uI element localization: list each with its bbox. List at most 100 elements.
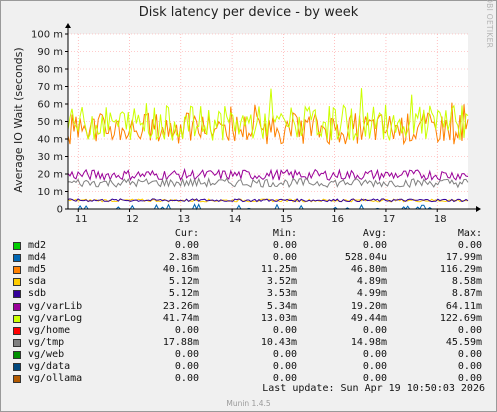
legend-avg: 528.04u — [344, 252, 387, 264]
legend-header: Cur: Min: Avg: Max: — [13, 228, 493, 240]
legend-max: 8.87m — [451, 288, 482, 300]
x-tick-label: 14 — [229, 214, 242, 225]
legend-name: vg/tmp — [28, 336, 65, 348]
chart-plot: 0 10 m 20 m 30 m 40 m 50 m 60 m 70 m 80 m 90 m 100… — [31, 23, 481, 225]
legend-row-md5: md5 40.16m 11.25m 46.80m 116.29m — [13, 264, 493, 276]
legend-name: vg/home — [28, 324, 71, 336]
legend-swatch — [13, 338, 21, 347]
x-axis-arrow — [476, 206, 481, 212]
legend-max: 8.58m — [451, 276, 482, 288]
legend-swatch — [13, 278, 21, 287]
legend-name: vg/data — [28, 361, 71, 373]
legend-min: 10.43m — [260, 336, 297, 348]
legend-min: 0.00 — [272, 361, 297, 373]
legend-swatch — [13, 326, 21, 335]
x-tick-label: 16 — [331, 214, 344, 225]
legend-min: 0.00 — [272, 348, 297, 360]
legend-cur: 0.00 — [174, 361, 199, 373]
legend-cur: 23.26m — [162, 300, 199, 312]
series-line-vg-varLog — [67, 88, 469, 141]
legend-cur: 17.88m — [162, 336, 199, 348]
legend-avg: 0.00 — [362, 348, 387, 360]
legend-cur: 0.00 — [174, 373, 199, 385]
series-line-md5 — [67, 102, 469, 146]
legend-cur: 5.12m — [168, 288, 199, 300]
y-tick-label: 70 m — [37, 82, 63, 93]
legend-min: 11.25m — [260, 264, 297, 276]
chart-title: Disk latency per device - by week — [138, 5, 359, 20]
legend-avg: 14.98m — [350, 336, 387, 348]
legend-row-sda: sda 5.12m 3.52m 4.89m 8.58m — [13, 276, 493, 288]
legend-row-vg-web: vg/web 0.00 0.00 0.00 0.00 — [13, 349, 493, 361]
legend-max: 0.00 — [457, 324, 482, 336]
legend-avg: 0.00 — [362, 240, 387, 252]
legend-swatch — [13, 363, 21, 372]
legend-row-vg-varLib: vg/varLib 23.26m 5.34m 19.20m 64.11m — [13, 301, 493, 313]
legend-max: 17.99m — [445, 252, 482, 264]
legend-name: vg/web — [28, 348, 65, 360]
legend-name: vg/ollama — [28, 373, 83, 385]
legend-row-vg-home: vg/home 0.00 0.00 0.00 0.00 — [13, 325, 493, 337]
legend-cur: 0.00 — [174, 348, 199, 360]
legend-min: 0.00 — [272, 324, 297, 336]
y-tick-label: 30 m — [37, 152, 63, 163]
y-tick-label: 90 m — [37, 47, 63, 58]
legend-header-cur: Cur: — [174, 228, 199, 239]
legend-cur: 5.12m — [168, 276, 199, 288]
legend-name: md4 — [28, 252, 47, 264]
y-tick-label: 20 m — [37, 170, 63, 181]
legend-swatch — [13, 266, 21, 275]
munin-version: Munin 1.4.5 — [226, 399, 271, 408]
legend-min: 13.03m — [260, 312, 297, 324]
y-tick-label: 60 m — [37, 100, 63, 111]
last-update: Last update: Sun Apr 19 10:50:03 2026 — [262, 383, 485, 394]
legend-header-max: Max: — [457, 228, 482, 239]
legend-avg: 0.00 — [362, 324, 387, 336]
legend-swatch — [13, 302, 21, 311]
legend-min: 0.00 — [272, 240, 297, 252]
y-tick-label: 0 — [57, 205, 63, 216]
legend-row-sdb: sdb 5.12m 3.53m 4.99m 8.87m — [13, 288, 493, 300]
legend-cur: 0.00 — [174, 240, 199, 252]
legend-avg: 19.20m — [350, 300, 387, 312]
legend-swatch — [13, 350, 21, 359]
legend-max: 64.11m — [445, 300, 482, 312]
legend-min: 3.53m — [266, 288, 297, 300]
legend-cur: 0.00 — [174, 324, 199, 336]
legend-swatch — [13, 314, 21, 323]
legend-row-vg-tmp: vg/tmp 17.88m 10.43m 14.98m 45.59m — [13, 337, 493, 349]
y-tick-label: 50 m — [37, 117, 63, 128]
legend-name: sdb — [28, 288, 47, 300]
y-axis-arrow — [65, 23, 71, 28]
y-tick-label: 40 m — [37, 135, 63, 146]
series-line-vg-tmp — [67, 176, 469, 189]
x-tick-label: 13 — [177, 214, 190, 225]
legend-swatch — [13, 375, 21, 384]
legend-row-md2: md2 0.00 0.00 0.00 0.00 — [13, 240, 493, 252]
legend-avg: 0.00 — [362, 361, 387, 373]
legend-header-min: Min: — [272, 228, 297, 239]
legend-min: 5.34m — [266, 300, 297, 312]
legend-cur: 41.74m — [162, 312, 199, 324]
legend-min: 0.00 — [272, 373, 297, 385]
legend-row-vg-varLog: vg/varLog 41.74m 13.03m 49.44m 122.69m — [13, 313, 493, 325]
legend-avg: 49.44m — [350, 312, 387, 324]
legend-name: sda — [28, 276, 47, 288]
legend-avg: 46.80m — [350, 264, 387, 276]
x-tick-label: 11 — [75, 214, 88, 225]
legend-max: 122.69m — [439, 312, 482, 324]
legend-avg: 4.89m — [356, 276, 387, 288]
legend: Cur: Min: Avg: Max: md2 0.00 0.00 0.00 0.00 m… — [13, 228, 493, 385]
legend-min: 0.00 — [272, 252, 297, 264]
legend-header-avg: Avg: — [362, 228, 387, 239]
legend-max: 116.29m — [439, 264, 482, 276]
legend-avg: 4.99m — [356, 288, 387, 300]
y-tick-label: 80 m — [37, 65, 63, 76]
legend-max: 0.00 — [457, 240, 482, 252]
x-tick-label: 12 — [126, 214, 139, 225]
x-tick-label: 18 — [434, 214, 447, 225]
legend-max: 45.59m — [445, 336, 482, 348]
legend-swatch — [13, 290, 21, 299]
legend-row-md4: md4 2.83m 0.00 528.04u 17.99m — [13, 252, 493, 264]
